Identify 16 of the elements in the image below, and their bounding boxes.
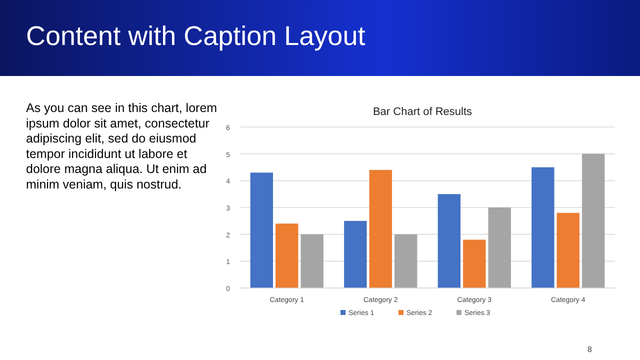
- bar: [250, 172, 274, 288]
- chart-title: Bar Chart of Results: [372, 106, 473, 118]
- bar: [369, 170, 392, 288]
- bar: [300, 234, 324, 288]
- text: As you can see in this chart, lorem ipsum dolor sit amet, consectetur adipiscing elit, sed do eiusmod tempor incididunt ut labore et dolore magna aliqua. Ut enim ad minim veniam, quis nostrud.: [26, 101, 218, 192]
- bar: [276, 224, 298, 288]
- bar: [344, 220, 367, 288]
- text: 8: [588, 345, 593, 354]
- bar: [488, 208, 511, 288]
- bar: [556, 212, 580, 288]
- text: Content with Caption Layout: [26, 21, 366, 51]
- bar: [582, 154, 605, 288]
- bar: [532, 167, 554, 288]
- bar: [394, 234, 418, 288]
- bar: [463, 240, 486, 288]
- bar: [438, 194, 461, 288]
